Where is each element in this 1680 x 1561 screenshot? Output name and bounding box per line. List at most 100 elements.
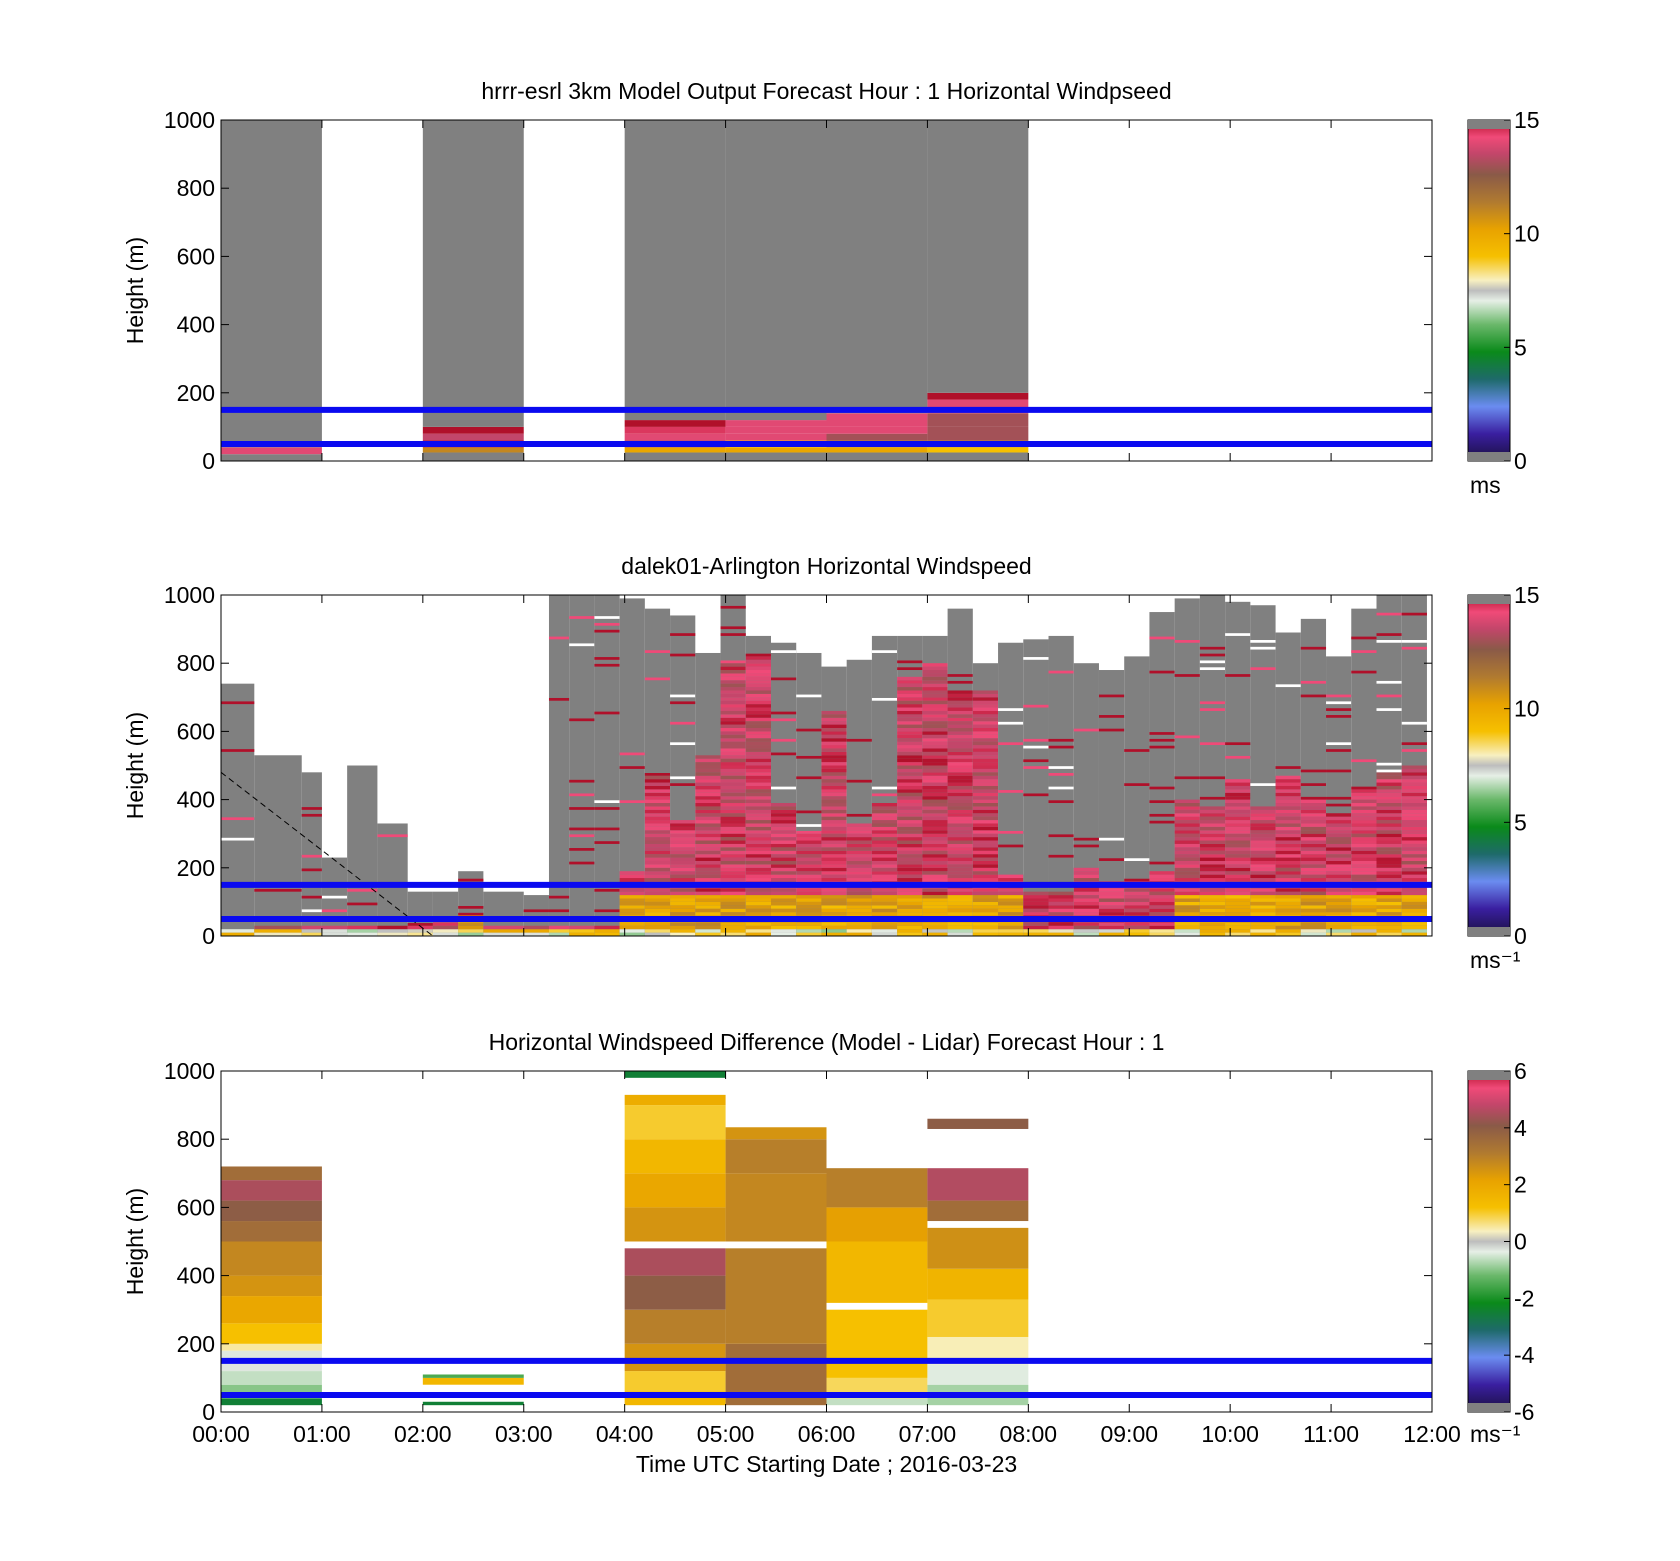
heatmap-cell (922, 813, 948, 817)
heatmap-cell (972, 850, 999, 855)
heatmap-cell (1225, 898, 1251, 902)
heatmap-cell (1225, 826, 1251, 831)
heatmap-cell (301, 868, 322, 872)
heatmap-cell (1275, 874, 1301, 879)
heatmap-cell (1250, 874, 1276, 879)
heatmap-cell (1250, 888, 1276, 892)
x-tick-label: 03:00 (495, 1421, 553, 1447)
heatmap-cell (947, 674, 973, 677)
heatmap-cell (1199, 742, 1226, 746)
colorbar-unit-label: ms⁻¹ (1470, 1421, 1521, 1447)
heatmap-cell (897, 724, 923, 728)
heatmap-cell (1149, 908, 1175, 913)
heatmap-cell (1098, 694, 1125, 698)
heatmap-cell (745, 734, 771, 739)
heatmap-cell (972, 891, 999, 896)
heatmap-cell (1199, 850, 1226, 855)
heatmap-cell (483, 925, 524, 930)
heatmap-cell (745, 860, 771, 865)
heatmap-cell (922, 741, 948, 746)
heatmap-cell (922, 762, 948, 766)
heatmap-cell (1225, 929, 1251, 933)
heatmap-cell (745, 901, 771, 906)
heatmap-cell (922, 772, 948, 776)
heatmap-cell (821, 745, 847, 749)
heatmap-cell (922, 908, 948, 913)
heatmap-cell (1376, 792, 1402, 797)
heatmap-cell (624, 120, 726, 421)
heatmap-cell (947, 755, 973, 759)
heatmap-cell (1351, 806, 1377, 810)
heatmap-cell (821, 765, 847, 769)
colorbar-gradient (1467, 1070, 1511, 1413)
heatmap-cell (720, 660, 746, 664)
heatmap-cell (644, 898, 671, 902)
heatmap-cell (770, 929, 797, 933)
heatmap-cell (796, 929, 822, 933)
heatmap-cell (695, 782, 721, 786)
heatmap-cell (745, 864, 771, 868)
heatmap-cell (1401, 772, 1427, 776)
heatmap-cell (1199, 826, 1226, 831)
heatmap-cell (821, 710, 847, 715)
heatmap-cell (998, 925, 1024, 930)
heatmap-cell (695, 895, 721, 899)
heatmap-cell (922, 765, 948, 769)
heatmap-cell (720, 670, 746, 674)
heatmap-cell (927, 1118, 1029, 1129)
heatmap-cell (1376, 823, 1402, 827)
heatmap-cell (821, 901, 847, 906)
heatmap-cell (1376, 708, 1402, 711)
heatmap-cell (972, 721, 999, 725)
heatmap-cell (1326, 854, 1352, 858)
heatmap-cell (770, 871, 797, 875)
heatmap-cell (720, 741, 746, 746)
heatmap-cell (1149, 820, 1175, 824)
heatmap-cell (770, 806, 797, 810)
heatmap-cell (972, 690, 999, 694)
heatmap-cell (594, 827, 620, 831)
heatmap-cell (1376, 612, 1402, 616)
heatmap-cell (720, 700, 746, 705)
heatmap-cell (821, 840, 847, 844)
heatmap-cell (695, 908, 721, 913)
heatmap-cell (871, 860, 898, 865)
heatmap-cell (1351, 796, 1377, 800)
heatmap-cell (1174, 806, 1200, 810)
heatmap-cell (846, 738, 872, 742)
heatmap-cell (846, 871, 872, 875)
heatmap-cell (1275, 796, 1301, 800)
heatmap-cell (1098, 837, 1125, 841)
colorbar-unit-label: ms⁻¹ (1470, 947, 1521, 973)
heatmap-cell (720, 908, 746, 913)
heatmap-cell (1250, 640, 1276, 643)
heatmap-cell (922, 799, 948, 804)
heatmap-cell (846, 929, 872, 933)
heatmap-cell (1225, 789, 1251, 793)
heatmap-cell (1174, 833, 1200, 838)
heatmap-cell (644, 677, 671, 681)
heatmap-cell (972, 792, 999, 797)
heatmap-cell (1098, 715, 1125, 718)
heatmap-cell (695, 796, 721, 800)
heatmap-cell (972, 864, 999, 868)
heatmap-cell (1326, 850, 1352, 855)
heatmap-cell (871, 809, 898, 814)
heatmap-cell (745, 700, 771, 705)
heatmap-cell (1199, 776, 1226, 780)
heatmap-cell (1124, 925, 1150, 930)
heatmap-cell (221, 932, 255, 936)
heatmap-cell (821, 898, 847, 902)
heatmap-cell (1199, 796, 1226, 800)
heatmap-cell (1351, 670, 1377, 674)
heatmap-cell (720, 745, 746, 749)
heatmap-cell (644, 826, 671, 831)
heatmap-cell (897, 690, 923, 694)
heatmap-cell (770, 752, 797, 756)
heatmap-cell (1326, 715, 1352, 718)
heatmap-cell (1300, 888, 1327, 892)
heatmap-cell (1401, 785, 1427, 790)
heatmap-cell (1376, 905, 1402, 909)
heatmap-cell (1376, 772, 1402, 776)
